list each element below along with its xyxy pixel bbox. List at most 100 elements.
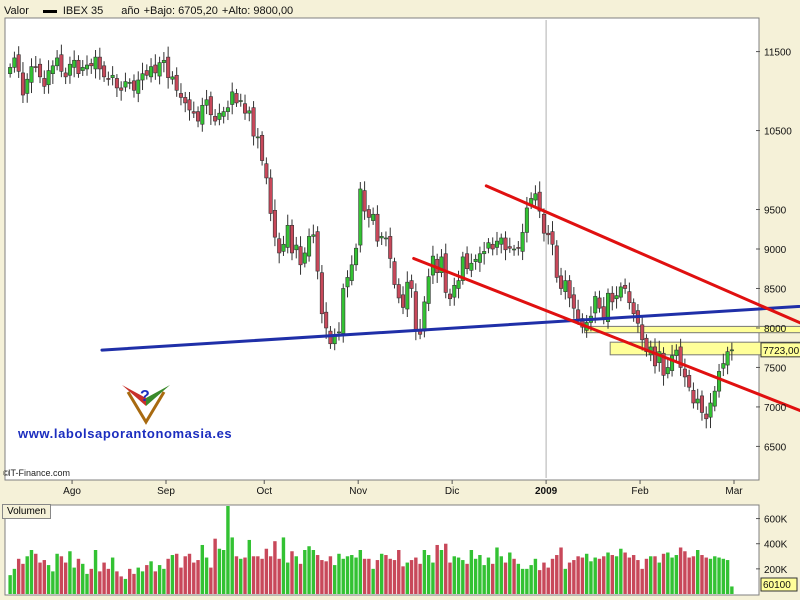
volume-bar [345, 556, 350, 594]
candle-body [55, 57, 60, 67]
volume-bar [606, 552, 610, 594]
candle-body [358, 188, 363, 246]
candle-body [520, 232, 525, 252]
candle [469, 253, 474, 278]
volume-bar [46, 565, 51, 594]
candle-body [336, 331, 341, 334]
candle-body [183, 97, 188, 104]
volume-bar [337, 553, 341, 594]
series-swatch-icon [42, 9, 57, 13]
candle [567, 275, 572, 308]
volume-bar [452, 556, 456, 594]
volume-bar [649, 556, 653, 594]
volume-bar [38, 562, 42, 594]
candle [127, 78, 132, 90]
candle [345, 270, 350, 298]
candle-body [161, 59, 166, 63]
candle-body [597, 297, 602, 309]
volume-bar [640, 568, 644, 594]
volume-bar [623, 552, 627, 594]
watermark-url[interactable]: www.labolsaporantonomasia.es [17, 426, 232, 441]
candle [729, 342, 734, 361]
volume-bar [661, 553, 666, 594]
volume-bar [128, 568, 132, 594]
candle-body [196, 111, 201, 122]
volume-bar [392, 560, 397, 594]
month-label: Mar [725, 486, 743, 497]
volume-bar [516, 563, 521, 594]
volume-bar [388, 558, 392, 594]
candle [67, 56, 72, 84]
volume-bar [546, 567, 550, 594]
volume-bar [307, 546, 311, 594]
candle [123, 72, 128, 92]
candle-body [294, 244, 299, 251]
volume-title: Volumen [2, 504, 51, 519]
candle-body [674, 349, 679, 356]
volume-bar [89, 568, 93, 594]
candle-body [687, 375, 692, 388]
volume-bar [653, 556, 657, 594]
volume-bar [132, 573, 136, 594]
volume-bar [251, 556, 256, 594]
volume-bar [170, 555, 175, 594]
volume-bar [243, 557, 247, 594]
volume-bar [315, 555, 320, 594]
candle-body [614, 295, 619, 300]
volume-bar [102, 562, 106, 594]
month-label: Oct [256, 486, 272, 497]
candle [307, 228, 312, 262]
candle-body [554, 245, 559, 278]
resistance-zone [584, 325, 800, 334]
volume-bar [567, 562, 572, 594]
candle [55, 50, 60, 71]
candle [157, 56, 162, 85]
candle-body [712, 390, 717, 407]
candle [520, 223, 525, 261]
candle [38, 58, 43, 84]
legend-high: +Alto: 9800,00 [221, 5, 294, 17]
candle [59, 44, 64, 78]
candle [371, 207, 376, 225]
volume-bar [81, 563, 85, 594]
volume-bar [602, 556, 606, 594]
volume-bar [414, 557, 418, 594]
candle [537, 181, 542, 219]
candle [503, 231, 508, 261]
candle [311, 224, 316, 244]
candle-body [136, 79, 141, 94]
candle-body [307, 236, 312, 257]
candle [490, 237, 495, 256]
candle [76, 55, 81, 78]
candle-body [345, 277, 350, 288]
volume-bar [332, 565, 337, 594]
volume-bar [162, 568, 166, 594]
candle [614, 286, 619, 309]
volume-bar [708, 558, 713, 594]
candle [375, 205, 380, 247]
candle [200, 97, 205, 132]
volume-bar [431, 562, 435, 594]
volume-bar [76, 558, 81, 594]
candle-body [482, 251, 487, 255]
volume-tick-label: 400K [764, 540, 788, 551]
volume-bar [204, 557, 209, 594]
candle [717, 363, 722, 398]
volume-bar [520, 568, 525, 594]
candle [477, 246, 482, 272]
candle [153, 54, 158, 80]
candle [452, 277, 457, 306]
candle [204, 89, 209, 115]
volume-bar [439, 550, 444, 594]
volume-bar [529, 565, 533, 594]
candle [336, 322, 341, 341]
price-tick-label: 7000 [764, 403, 787, 414]
candle-body [328, 330, 333, 345]
volume-bars [8, 506, 734, 594]
candle [383, 231, 388, 247]
candle-body [311, 234, 316, 237]
volume-bar [508, 552, 512, 594]
volume-bar [674, 555, 679, 594]
candle [606, 288, 611, 329]
month-label: Nov [349, 486, 367, 497]
